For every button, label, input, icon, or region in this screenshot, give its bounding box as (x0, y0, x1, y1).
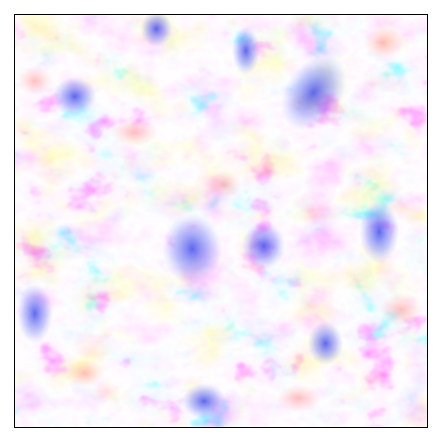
dark-blue-regions (16, 15, 400, 420)
image-frame (14, 14, 428, 428)
noise-field-image (15, 15, 427, 427)
light-red-regions (16, 26, 424, 413)
